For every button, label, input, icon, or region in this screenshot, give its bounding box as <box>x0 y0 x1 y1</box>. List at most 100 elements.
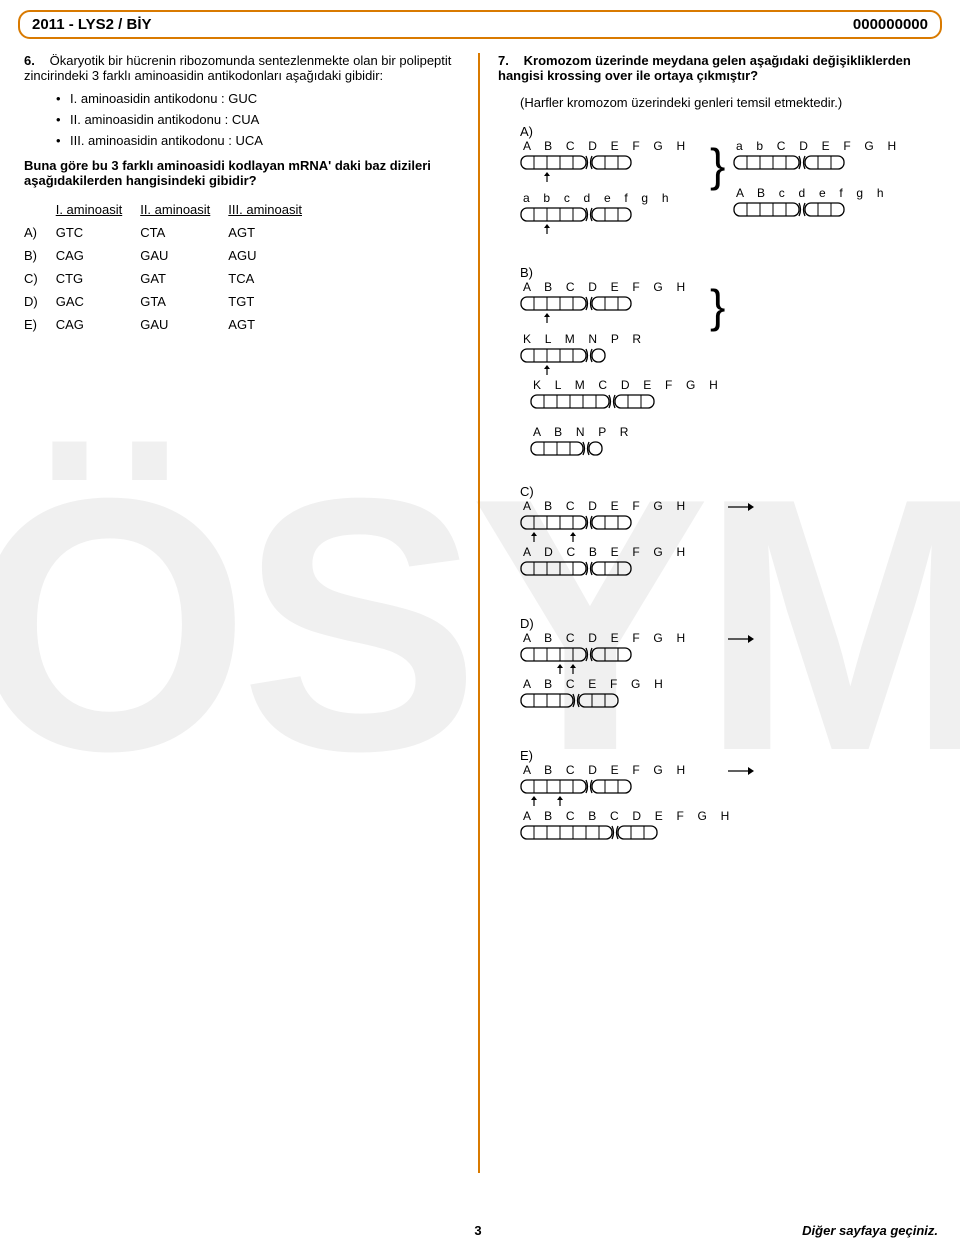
chromosome-icon <box>520 207 690 222</box>
chromosome-icon <box>520 561 690 576</box>
chromosome-icon <box>520 779 690 794</box>
chrom-letters: A B C D E F G H <box>520 763 690 777</box>
th-3: III. aminoasit <box>228 198 320 221</box>
q6-bold-question: Buna göre bu 3 farklı aminoasidi kodlaya… <box>24 158 460 188</box>
chromosome-icon <box>530 441 723 456</box>
header-right: 000000000 <box>853 16 928 33</box>
table-header-row: I. aminoasit II. aminoasit III. aminoasi… <box>24 198 320 221</box>
cell: A) <box>24 221 56 244</box>
cell: CAG <box>56 313 140 336</box>
chromosome-icon <box>530 394 723 409</box>
chrom-letters: A B C D E F G H <box>520 631 690 645</box>
q6-text: Ökaryotik bir hücrenin ribozomunda sente… <box>24 53 451 83</box>
chrom-letters: A B C D E F G H <box>520 280 690 294</box>
chrom-letters: A B C D E F G H <box>520 139 690 153</box>
q6-answer-table: I. aminoasit II. aminoasit III. aminoasi… <box>24 198 320 336</box>
arrow-right-icon <box>728 632 754 647</box>
chrom-letters: K L M N P R <box>520 332 690 346</box>
chrom-letters: A B C D E F G H <box>520 499 690 513</box>
columns: 6. Ökaryotik bir hücrenin ribozomunda se… <box>18 53 942 1173</box>
cell: GTA <box>140 290 228 313</box>
q7: 7. Kromozom üzerinde meydana gelen aşağı… <box>498 53 936 840</box>
chrom-letters: A B C E F G H <box>520 677 668 691</box>
header-left: 2011 - LYS2 / BİY <box>32 16 152 33</box>
q6-item-1: •I. aminoasidin antikodonu : GUC <box>56 91 460 106</box>
brace-icon: } <box>710 145 725 185</box>
option-label-d: D) <box>520 616 542 631</box>
chromosome-icon <box>520 693 668 708</box>
option-label-e: E) <box>520 748 542 763</box>
arrow-icon <box>520 311 690 326</box>
table-row: C)CTGGATTCA <box>24 267 320 290</box>
arrow-right-icon <box>728 500 754 515</box>
cell: CTG <box>56 267 140 290</box>
chromosome-icon <box>520 155 690 170</box>
chromosome-icon <box>520 296 690 311</box>
cell: GAT <box>140 267 228 290</box>
q6-item-3-text: III. aminoasidin antikodonu : UCA <box>70 133 263 148</box>
q6-item-2-text: II. aminoasidin antikodonu : CUA <box>70 112 259 127</box>
footer-right: Diğer sayfaya geçiniz. <box>802 1223 938 1238</box>
chromosome-icon <box>733 155 901 170</box>
cell: B) <box>24 244 56 267</box>
q7-option-b: B) A B C D E F G H K L M N P R } <box>520 265 936 456</box>
arrow-icon <box>520 530 690 545</box>
arrow-icon <box>520 170 690 185</box>
chrom-letters: a b C D E F G H <box>733 139 901 153</box>
chromosome-icon <box>520 647 690 662</box>
cell: GAU <box>140 244 228 267</box>
cell: GAU <box>140 313 228 336</box>
table-row: E)CAGGAUAGT <box>24 313 320 336</box>
option-label-b: B) <box>520 265 542 280</box>
arrow-icon <box>520 662 690 677</box>
th-1: I. aminoasit <box>56 198 140 221</box>
q7-note: (Harfler kromozom üzerindeki genleri tem… <box>520 95 936 110</box>
chromosome-icon <box>520 515 690 530</box>
arrow-right-icon <box>728 764 754 779</box>
chrom-letters: K L M C D E F G H <box>530 378 723 392</box>
q6-item-3: •III. aminoasidin antikodonu : UCA <box>56 133 460 148</box>
cell: TCA <box>228 267 320 290</box>
chrom-letters: a b c d e f g h <box>520 191 690 205</box>
cell: GAC <box>56 290 140 313</box>
cell: D) <box>24 290 56 313</box>
cell: AGT <box>228 221 320 244</box>
q6: 6. Ökaryotik bir hücrenin ribozomunda se… <box>24 53 460 336</box>
cell: CTA <box>140 221 228 244</box>
column-left: 6. Ökaryotik bir hücrenin ribozomunda se… <box>18 53 480 1173</box>
cell: AGU <box>228 244 320 267</box>
arrow-icon <box>520 363 690 378</box>
q6-item-2: •II. aminoasidin antikodonu : CUA <box>56 112 460 127</box>
chrom-letters: A B N P R <box>530 425 723 439</box>
page-header: 2011 - LYS2 / BİY 000000000 <box>18 10 942 39</box>
page-number: 3 <box>18 1223 938 1238</box>
brace-icon: } <box>710 286 725 326</box>
chromosome-icon <box>520 348 690 363</box>
chromosome-icon <box>520 825 735 840</box>
q6-item-1-text: I. aminoasidin antikodonu : GUC <box>70 91 257 106</box>
q7-option-a: A) A B C D E F G H a b c d e f g h } <box>520 124 936 237</box>
cell: C) <box>24 267 56 290</box>
chrom-letters: A D C B E F G H <box>520 545 690 559</box>
column-right: 7. Kromozom üzerinde meydana gelen aşağı… <box>480 53 942 1173</box>
q6-number: 6. <box>24 53 46 68</box>
chrom-letters: A B c d e f g h <box>733 186 901 200</box>
q7-number: 7. <box>498 53 520 68</box>
option-label-a: A) <box>520 124 542 139</box>
cell: GTC <box>56 221 140 244</box>
th-blank <box>24 198 56 221</box>
q7-text: Kromozom üzerinde meydana gelen aşağıdak… <box>498 53 911 83</box>
chrom-letters: A B C B C D E F G H <box>520 809 735 823</box>
cell: AGT <box>228 313 320 336</box>
table-row: D)GACGTATGT <box>24 290 320 313</box>
arrow-icon <box>520 794 690 809</box>
chromosome-icon <box>733 202 901 217</box>
q7-option-d: D) A B C D E F G H A B C E F G H <box>520 616 936 708</box>
cell: TGT <box>228 290 320 313</box>
th-2: II. aminoasit <box>140 198 228 221</box>
arrow-icon <box>520 222 690 237</box>
table-row: A)GTCCTAAGT <box>24 221 320 244</box>
option-label-c: C) <box>520 484 542 499</box>
q7-option-e: E) A B C D E F G H A B C B C D E F G H <box>520 748 936 840</box>
page-footer: 3 Diğer sayfaya geçiniz. <box>18 1223 938 1238</box>
